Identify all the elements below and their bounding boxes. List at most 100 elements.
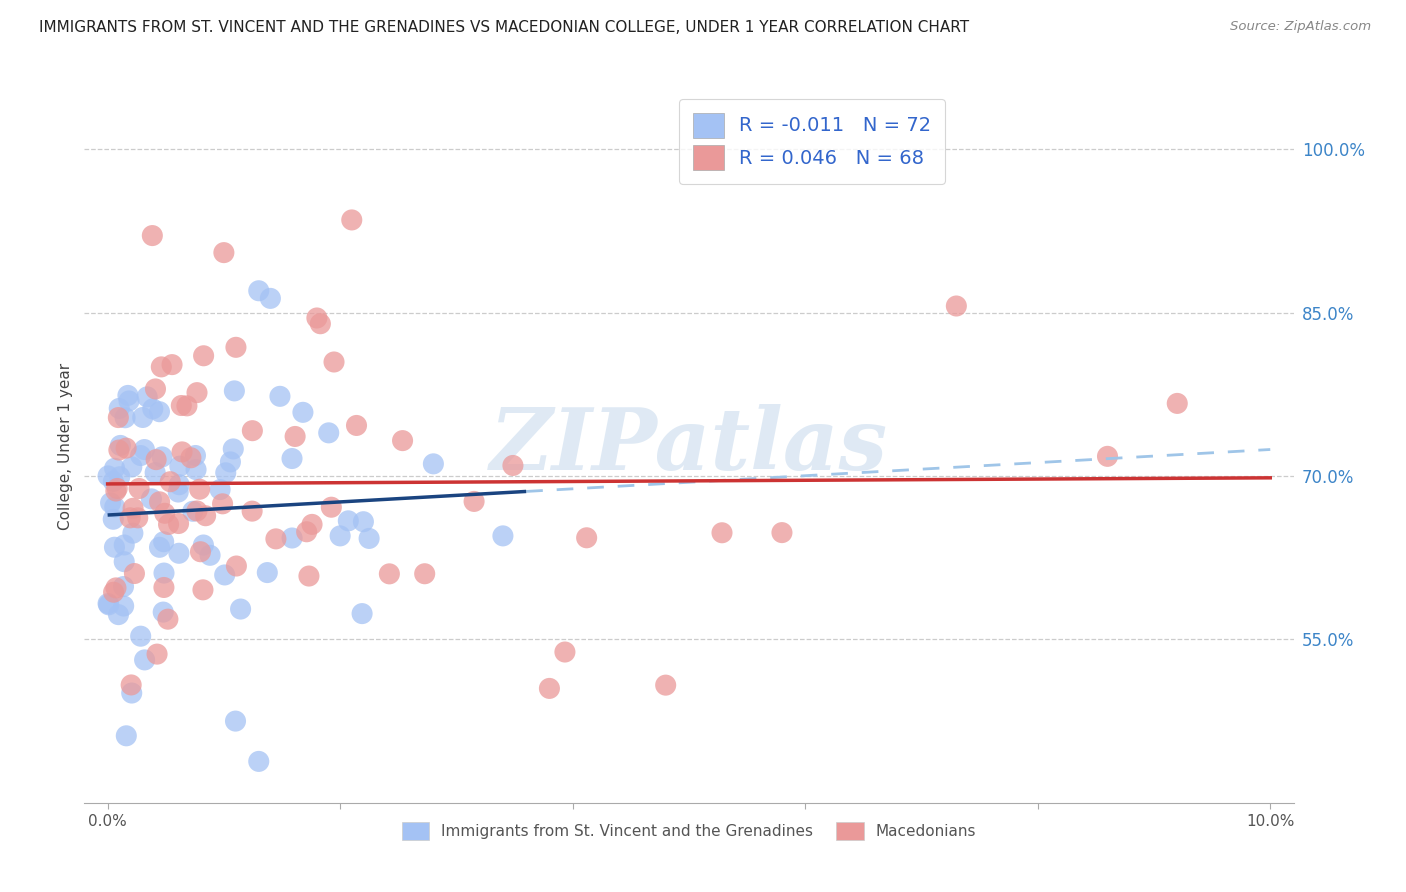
Point — [305, 310, 328, 325]
Point — [169, 459, 191, 474]
Point — [211, 497, 233, 511]
Point — [153, 566, 176, 580]
Point — [134, 442, 156, 457]
Point — [538, 681, 561, 696]
Point — [269, 389, 291, 403]
Point — [112, 555, 135, 569]
Point — [229, 602, 252, 616]
Point — [194, 508, 217, 523]
Point — [122, 526, 145, 541]
Point — [103, 540, 125, 554]
Point — [104, 500, 127, 514]
Y-axis label: College, Under 1 year: College, Under 1 year — [58, 362, 73, 530]
Point — [159, 475, 181, 489]
Point — [654, 678, 676, 692]
Point — [129, 629, 152, 643]
Point — [184, 462, 207, 476]
Point — [188, 482, 211, 496]
Point — [291, 405, 314, 419]
Point — [150, 450, 173, 464]
Point — [770, 525, 793, 540]
Point — [186, 504, 208, 518]
Point — [225, 340, 247, 354]
Point — [181, 504, 204, 518]
Point — [191, 582, 214, 597]
Point — [422, 457, 444, 471]
Point — [256, 566, 278, 580]
Point — [352, 515, 374, 529]
Point — [209, 483, 232, 497]
Point — [180, 450, 202, 465]
Point — [247, 755, 270, 769]
Point — [281, 531, 304, 545]
Point — [1097, 450, 1119, 464]
Point — [329, 529, 352, 543]
Point — [240, 424, 263, 438]
Point — [141, 491, 163, 506]
Point — [145, 382, 167, 396]
Point — [247, 284, 270, 298]
Point — [240, 504, 263, 518]
Point — [146, 647, 169, 661]
Point — [148, 541, 170, 555]
Point — [264, 532, 287, 546]
Point — [141, 228, 163, 243]
Point — [97, 598, 120, 612]
Point — [212, 245, 235, 260]
Point — [502, 458, 524, 473]
Point — [112, 580, 135, 594]
Point — [225, 714, 247, 728]
Point — [152, 605, 174, 619]
Point — [554, 645, 576, 659]
Point — [301, 517, 323, 532]
Point — [170, 399, 193, 413]
Text: Source: ZipAtlas.com: Source: ZipAtlas.com — [1230, 20, 1371, 33]
Point — [340, 213, 363, 227]
Point — [136, 390, 159, 404]
Point — [124, 566, 146, 581]
Point — [167, 477, 190, 491]
Point — [323, 355, 346, 369]
Point — [97, 469, 120, 483]
Point — [117, 388, 139, 402]
Point — [115, 441, 138, 455]
Point — [160, 358, 183, 372]
Point — [143, 466, 166, 480]
Point — [115, 729, 138, 743]
Point — [104, 581, 127, 595]
Point — [198, 549, 221, 563]
Point — [153, 581, 176, 595]
Point — [127, 511, 149, 525]
Point — [575, 531, 598, 545]
Point — [214, 568, 236, 582]
Point — [193, 538, 215, 552]
Point — [176, 399, 198, 413]
Point — [193, 349, 215, 363]
Point — [222, 442, 245, 456]
Point — [112, 599, 135, 613]
Point — [156, 612, 179, 626]
Point — [134, 653, 156, 667]
Point — [167, 485, 190, 500]
Point — [107, 607, 129, 622]
Point — [107, 410, 129, 425]
Point — [337, 514, 360, 528]
Point — [413, 566, 436, 581]
Point — [359, 532, 381, 546]
Point — [1166, 396, 1188, 410]
Point — [103, 512, 125, 526]
Point — [152, 534, 174, 549]
Point — [97, 597, 120, 611]
Point — [224, 384, 246, 398]
Point — [492, 529, 515, 543]
Point — [184, 449, 207, 463]
Point — [186, 385, 208, 400]
Point — [145, 452, 167, 467]
Point — [103, 475, 125, 489]
Point — [309, 317, 332, 331]
Point — [150, 359, 173, 374]
Point — [281, 451, 304, 466]
Point — [104, 483, 127, 498]
Point — [219, 455, 242, 469]
Point — [391, 434, 413, 448]
